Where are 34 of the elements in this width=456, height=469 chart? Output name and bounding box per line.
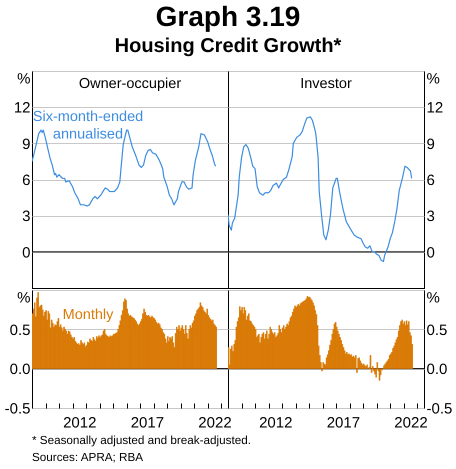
text: * Seasonally adjusted and break-adjusted. [32,434,251,447]
y-tick-label: 3 [426,208,435,226]
x-tick-label: 2022 [198,414,232,432]
y-tick-label: 0.0 [426,361,448,378]
y-tick-label: 12 [14,100,30,117]
x-tick-label: 2017 [326,414,360,432]
y-tick-label: % [426,70,440,88]
y-tick-label: 9 [22,136,30,153]
chart-subtitle: Housing Credit Growth* [114,35,342,57]
x-tick-label: 2022 [394,414,428,432]
y-tick-label: -0.5 [4,400,30,418]
series-label: Six-month-ended annualised [32,109,144,142]
chart-title: Graph 3.19 [156,1,300,32]
y-tick-label: 9 [426,136,435,153]
y-tick-label: % [17,70,30,88]
y-tick-label: 0 [426,244,435,262]
y-tick-label: 6 [426,172,435,189]
x-tick-label: 2012 [63,414,96,432]
y-tick-label: -0.5 [426,400,452,418]
series-label: Monthly [62,307,114,323]
y-tick-label: 0.5 [426,322,448,339]
y-tick-label: % [17,290,30,306]
y-tick-label: 12 [426,100,444,117]
x-tick-label: 2017 [130,414,164,432]
y-tick-label: % [426,290,440,306]
y-tick-label: 0.5 [10,322,30,339]
y-tick-label: 3 [22,208,30,226]
annotation: Investor [300,76,352,92]
y-tick-label: 0 [22,244,30,262]
y-tick-label: 0.0 [10,361,30,378]
source-note: Sources: APRA; RBA [32,451,144,464]
annotation: Owner-occupier [78,76,182,92]
x-tick-label: 2012 [259,414,292,432]
y-tick-label: 6 [22,172,30,189]
